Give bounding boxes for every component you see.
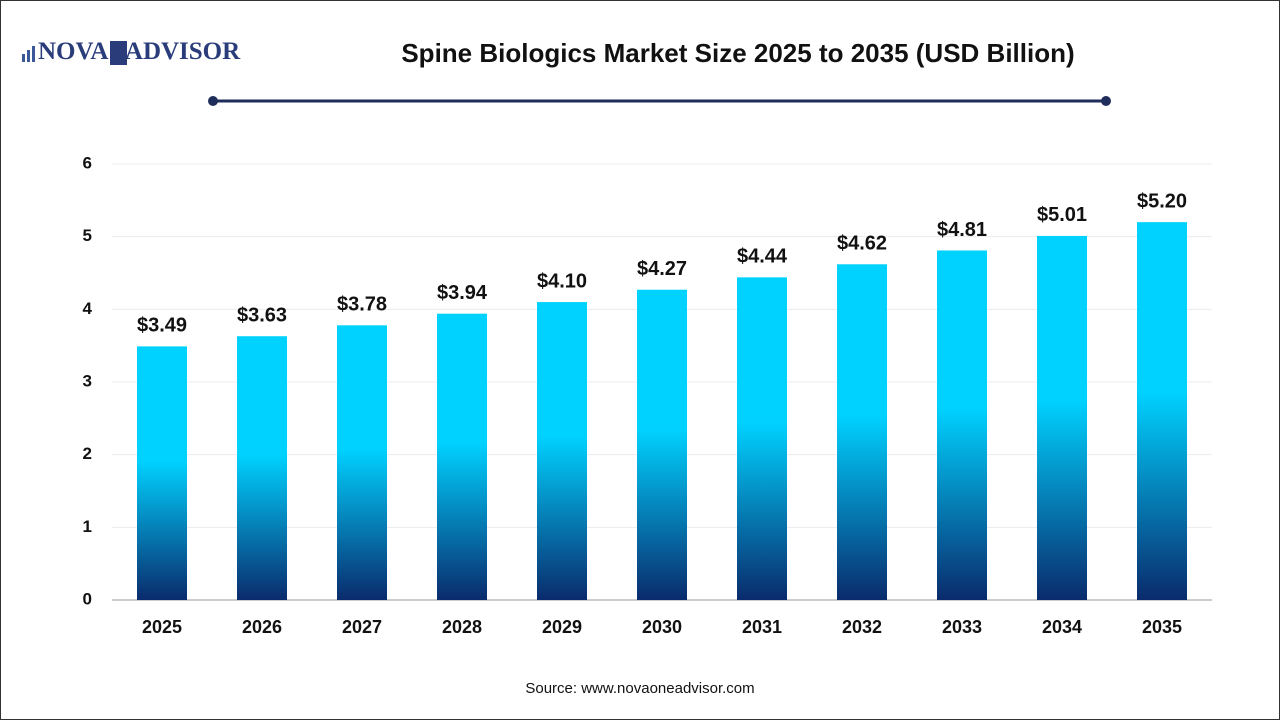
x-tick-label: 2031	[742, 617, 782, 637]
x-tick-label: 2028	[442, 617, 482, 637]
x-tick-label: 2026	[242, 617, 282, 637]
logo-left: NOVA	[38, 38, 108, 65]
y-tick-label: 4	[83, 299, 93, 318]
logo-icon	[22, 54, 25, 62]
x-tick-label: 2025	[142, 617, 182, 637]
bar	[337, 325, 387, 600]
x-tick-label: 2029	[542, 617, 582, 637]
bar	[937, 250, 987, 600]
y-tick-label: 1	[83, 517, 92, 536]
value-label: $5.01	[1037, 204, 1087, 226]
value-label: $3.49	[137, 315, 187, 337]
x-tick-label: 2027	[342, 617, 382, 637]
logo-icon	[32, 46, 35, 62]
logo: NOVA1ADVISOR	[22, 38, 241, 65]
value-label: $4.81	[937, 219, 987, 241]
bar	[537, 302, 587, 600]
x-tick-label: 2035	[1142, 617, 1182, 637]
value-label: $4.27	[637, 258, 687, 280]
bar	[137, 346, 187, 600]
y-tick-label: 3	[83, 371, 92, 390]
logo-text: NOVA1ADVISOR	[38, 38, 241, 65]
y-tick-label: 6	[83, 153, 92, 172]
value-label: $4.44	[737, 246, 788, 268]
logo-box	[110, 41, 127, 65]
source: Source: www.novaoneadvisor.com	[525, 680, 754, 697]
x-tick-label: 2034	[1042, 617, 1082, 637]
bar	[837, 264, 887, 600]
x-tick-label: 2032	[842, 617, 882, 637]
bar	[237, 336, 287, 600]
logo-right: ADVISOR	[125, 38, 241, 65]
y-tick-label: 5	[83, 226, 92, 245]
logo-icon	[27, 50, 30, 62]
value-label: $4.10	[537, 270, 587, 292]
chart-title: Spine Biologics Market Size 2025 to 2035…	[401, 38, 1074, 68]
bar	[1037, 235, 1087, 600]
bar	[437, 313, 487, 600]
plot: 0 1 2 3 4 5 6 2025 $3.49 2026 $3.63 2027 $3.78 2028 $3…	[83, 153, 1212, 637]
value-label: $3.78	[337, 294, 387, 316]
value-label: $3.94	[437, 282, 488, 304]
x-tick-label: 2033	[942, 617, 982, 637]
bar	[737, 277, 787, 600]
y-tick-label: 2	[83, 444, 92, 463]
value-label: $5.20	[1137, 190, 1187, 212]
title-rule-dot	[208, 96, 218, 106]
title-rule-dot	[1101, 96, 1111, 106]
bar	[637, 289, 687, 600]
x-tick-label: 2030	[642, 617, 682, 637]
value-label: $4.62	[837, 233, 887, 255]
value-label: $3.63	[237, 305, 287, 327]
y-tick-label: 0	[83, 589, 92, 608]
bar	[1137, 222, 1187, 600]
